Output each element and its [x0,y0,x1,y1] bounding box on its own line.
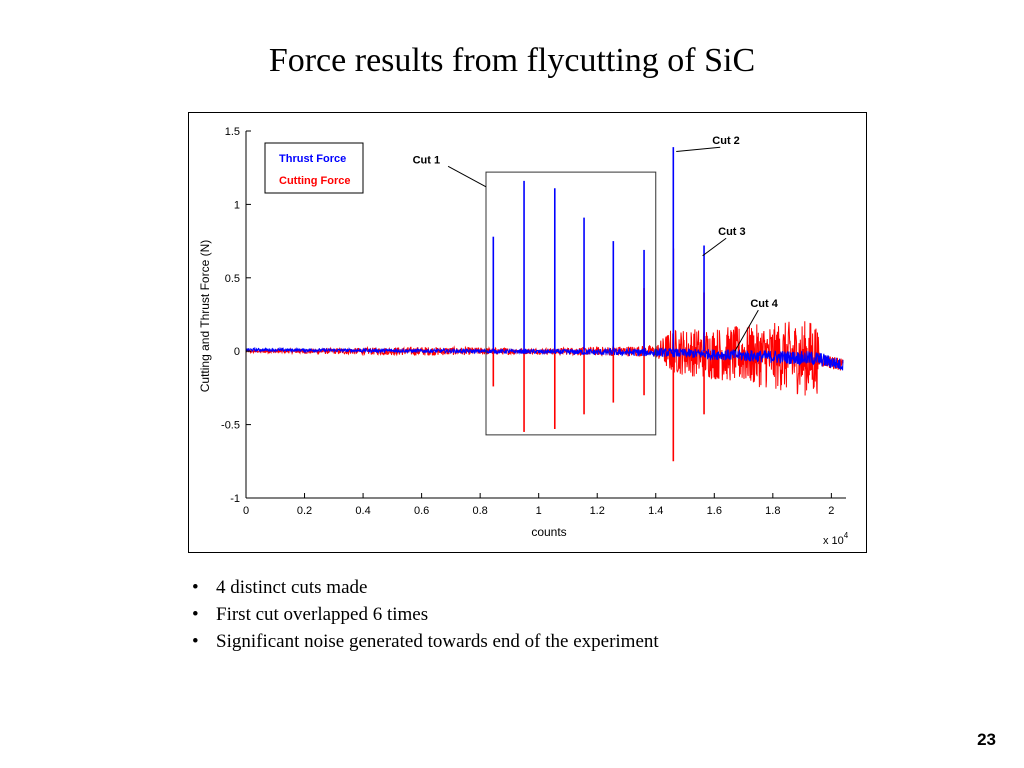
chart-svg: Cut 1 Cut 2 Cut 3 Cut 4 0 0.2 0.4 0.6 0.8 1 1.2 1.… [198,126,849,547]
y-tick-label: 0 [234,346,240,358]
bullet-icon: • [192,631,199,652]
plot-area: Cut 1 Cut 2 Cut 3 Cut 4 [245,135,844,462]
annotation-leader-cut-1 [447,165,487,188]
x-tick-label: 1.8 [765,505,780,517]
series-trace-thrust-force [245,346,844,371]
x-tick-label: 0.6 [414,505,429,517]
chart-figure: Cut 1 Cut 2 Cut 3 Cut 4 0 0.2 0.4 0.6 0.8 1 1.2 1.… [188,112,867,553]
x-tick-label: 1.4 [648,505,663,517]
y-tick-label: -1 [230,493,240,505]
legend-box [264,142,364,194]
annotation-label-cut-3: Cut 3 [718,226,746,238]
bullet-item: • Significant noise generated towards end… [190,628,659,655]
bullet-icon: • [192,577,199,598]
bullet-text: First cut overlapped 6 times [216,604,429,625]
annotation-leader-cut-4 [734,309,759,352]
chart-legend: Thrust Force Cutting Force [264,142,364,194]
x-tick-label: 0 [243,505,249,517]
y-tick-label: 0.5 [225,273,240,285]
x-axis-label: counts [531,525,566,539]
y-tick-label: 1 [234,199,240,211]
page-number: 23 [977,730,996,749]
x-tick-label: 1.2 [590,505,605,517]
x-multiplier-exponent: 4 [844,531,849,540]
legend-label-cutting-force: Cutting Force [279,175,351,187]
annotation-leader-cut-3 [702,237,727,257]
bullet-item: • First cut overlapped 6 times [190,601,659,628]
x-tick-label: 0.8 [472,505,487,517]
x-multiplier-label: x 104 [823,531,849,547]
bullet-icon: • [192,604,199,625]
y-tick-label: -0.5 [221,420,240,432]
annotation-label-cut-1: Cut 1 [413,154,441,166]
slide-title: Force results from flycutting of SiC [268,42,756,79]
annotation-label-cut-2: Cut 2 [712,135,740,147]
annotation-label-cut-4: Cut 4 [750,298,778,310]
x-tick-label: 1.6 [707,505,722,517]
bullet-text: 4 distinct cuts made [216,577,368,598]
annotation-leader-cut-2 [676,146,721,153]
axes-layer: 0 0.2 0.4 0.6 0.8 1 1.2 1.4 1.6 1.8 2 -1 -0.5 0 0.5 1 1.… [221,126,846,517]
x-tick-label: 0.4 [355,505,370,517]
bullet-list: • 4 distinct cuts made • First cut overlap… [190,574,659,655]
bullet-item: • 4 distinct cuts made [190,574,659,601]
x-tick-label: 2 [828,505,834,517]
x-tick-label: 1 [536,505,542,517]
x-tick-label: 0.2 [297,505,312,517]
bullet-text: Significant noise generated towards end … [216,631,659,652]
legend-label-thrust-force: Thrust Force [279,153,346,165]
y-tick-label: 1.5 [225,126,240,138]
cut1-highlight-box [485,171,657,436]
y-axis-label: Cutting and Thrust Force (N) [198,240,212,393]
